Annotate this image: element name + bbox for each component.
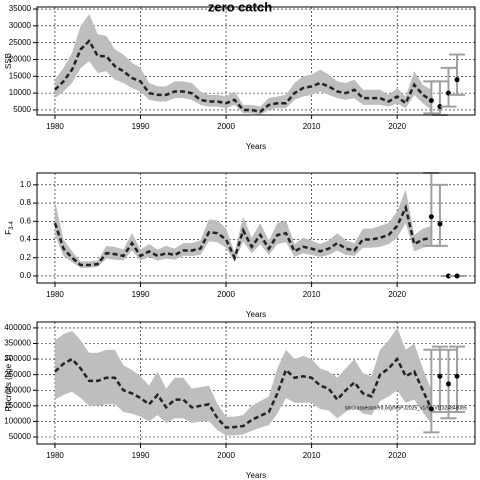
confidence-band — [54, 327, 432, 436]
projection-point — [428, 214, 434, 220]
chart-title: zero catch — [208, 0, 272, 14]
estimate-line — [53, 203, 432, 267]
y-tick-label: 30000 — [9, 21, 32, 30]
y-tick-label: 100000 — [4, 417, 31, 426]
y-tick-label: 25000 — [9, 38, 32, 47]
y-tick-label: 15000 — [9, 71, 32, 80]
y-axis-label-main: Recruits (age 1) — [4, 354, 13, 411]
projection-point — [428, 98, 434, 104]
projection-point — [445, 381, 451, 387]
x-tick-label: 2010 — [303, 122, 321, 131]
x-tick-label: 2020 — [388, 290, 406, 299]
watermark: stockassessment.org/NSPJ2025_v1/96_id132… — [345, 405, 467, 411]
plot-frame — [36, 172, 476, 284]
y-tick-label: 50000 — [9, 432, 32, 441]
y-axis-label-sub: 3-4 — [9, 221, 15, 230]
x-tick-label: 2020 — [388, 122, 406, 131]
projection-point — [454, 273, 460, 279]
projection-point — [428, 406, 434, 412]
estimate-line — [54, 38, 433, 113]
x-tick-label: 2010 — [303, 290, 321, 299]
y-tick-label: 5000 — [13, 105, 31, 114]
plot-frame — [36, 6, 476, 116]
x-tick-label: 2000 — [217, 451, 235, 460]
x-tick-label: 2010 — [303, 451, 321, 460]
x-axis-label: Years — [246, 471, 266, 480]
y-tick-label: 35000 — [9, 4, 32, 13]
confidence-band — [54, 14, 432, 115]
panel: 1980 1990 2000 2010 2020 0.0 0.2 0.4 0.6 0.8 1.0 Ye… — [4, 172, 476, 319]
y-tick-label: 150000 — [4, 401, 31, 410]
projection-point — [445, 273, 451, 279]
y-tick-label: 250000 — [4, 370, 31, 379]
x-tick-label: 1990 — [132, 290, 150, 299]
y-tick-label: 0.8 — [20, 198, 32, 207]
panel: 1980 1990 2000 2010 2020 50000 100000 150000 200… — [4, 321, 476, 480]
estimate-line — [54, 356, 433, 429]
projection-point — [437, 104, 443, 110]
x-tick-label: 1990 — [132, 451, 150, 460]
y-tick-label: 0.0 — [20, 271, 32, 280]
projection-point — [437, 221, 443, 227]
x-tick-label: 1980 — [46, 290, 64, 299]
y-axis-label-main: SSB — [4, 53, 13, 69]
x-tick-label: 1980 — [46, 451, 64, 460]
projection-point — [454, 77, 460, 83]
x-axis-label: Years — [246, 310, 266, 319]
projection-point — [454, 373, 460, 379]
plot-frame — [36, 321, 476, 445]
y-tick-label: 0.4 — [20, 235, 32, 244]
y-tick-label: 300000 — [4, 354, 31, 363]
y-axis-label: SSB — [4, 53, 13, 69]
y-tick-label: 20000 — [9, 55, 32, 64]
x-tick-label: 1990 — [132, 122, 150, 131]
y-tick-label: 10000 — [9, 88, 32, 97]
y-tick-label: 1.0 — [20, 180, 32, 189]
x-tick-label: 2000 — [217, 290, 235, 299]
x-axis-label: Years — [246, 142, 266, 151]
y-axis-label: F3-4 — [4, 221, 14, 235]
y-axis-label: Recruits (age 1) — [4, 354, 13, 411]
y-tick-label: 0.2 — [20, 253, 32, 262]
x-tick-label: 1980 — [46, 122, 64, 131]
y-tick-label: 400000 — [4, 323, 31, 332]
y-axis-label-main: F — [4, 230, 13, 235]
x-tick-label: 2000 — [217, 122, 235, 131]
y-tick-label: 200000 — [4, 385, 31, 394]
panel: 1980 1990 2000 2010 2020 5000 10000 15000 20000 2… — [4, 4, 476, 151]
projection-point — [437, 373, 443, 379]
y-tick-label: 350000 — [4, 339, 31, 348]
x-tick-label: 2020 — [388, 451, 406, 460]
y-tick-label: 0.6 — [20, 216, 32, 225]
